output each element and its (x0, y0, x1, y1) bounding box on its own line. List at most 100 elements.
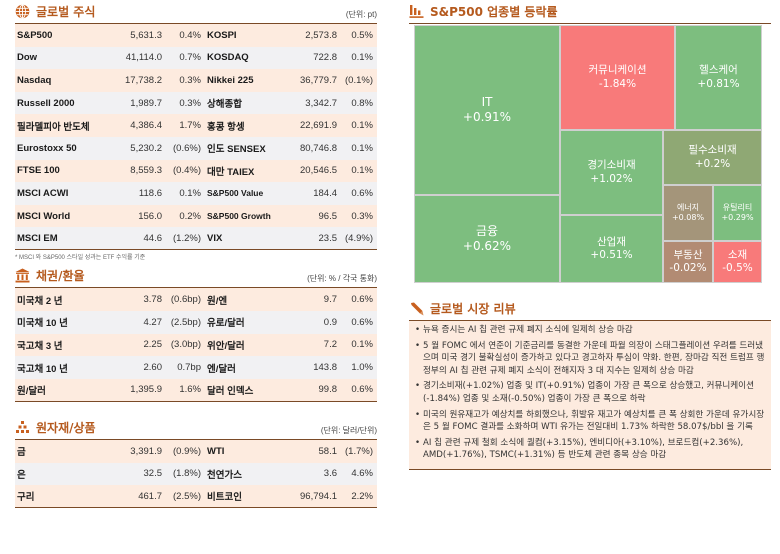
sector-name: 필수소비재 (688, 144, 737, 157)
instrument-change: 0.1% (337, 136, 377, 160)
instrument-change: 4.6% (337, 462, 377, 486)
instrument-value: 5,230.2 (110, 136, 162, 160)
table-row: 원/달러 1,395.9 1.6% 달러 인덱스 99.8 0.6% (15, 378, 377, 402)
instrument-name: 원/달러 (15, 378, 110, 402)
instrument-value: 9.7 (291, 288, 337, 312)
table-row: Dow 41,114.0 0.7% KOSDAQ 722.8 0.1% (15, 46, 377, 70)
table-row: 금 3,391.9 (0.9%) WTI 58.1 (1.7%) (15, 439, 377, 463)
bar-chart-icon (409, 4, 424, 19)
instrument-value: 184.4 (291, 182, 337, 205)
section-title: 글로벌 주식 (36, 5, 96, 19)
sector-name: 커뮤니케이션 (588, 64, 647, 77)
instrument-value: 3,391.9 (110, 439, 162, 463)
instrument-name: 원/엔 (205, 288, 291, 312)
instrument-change: 0.4% (162, 24, 205, 47)
section-title: 글로벌 시장 리뷰 (430, 302, 516, 316)
instrument-value: 4.27 (110, 311, 162, 334)
instrument-name: 국고채 3 년 (15, 333, 110, 357)
left-column: 글로벌 주식 (단위: pt) S&P500 5,631.3 0.4% KOSPI 2,… (15, 0, 377, 509)
unit-label: (단위: pt) (345, 10, 377, 19)
sector-cell: 소재 -0.5% (713, 241, 762, 283)
instrument-change: (2.5bp) (162, 311, 205, 334)
instrument-change: 0.5% (337, 24, 377, 47)
sector-cell: 헬스케어 +0.81% (675, 25, 762, 130)
sector-cell: 산업재 +0.51% (560, 215, 663, 283)
review-bullet: 경기소비재(+1.02%) 업종 및 IT(+0.91%) 업종이 가장 큰 폭… (415, 380, 765, 405)
instrument-value: 96,794.1 (291, 485, 337, 508)
instrument-value: 461.7 (110, 485, 162, 508)
bonds-fx-table: 미국채 2 년 3.78 (0.6bp) 원/엔 9.7 0.6% 미국채 10 년 4.27… (15, 288, 377, 402)
right-column: S&P500 업종별 등락률 IT +0.91% 커뮤니케이션 -1.84% 헬스케어 +… (409, 0, 771, 470)
instrument-value: 3.6 (291, 462, 337, 486)
instrument-change: 0.1% (337, 114, 377, 137)
instrument-change: (1.8%) (162, 462, 205, 486)
sector-change: +0.08% (671, 213, 705, 222)
sector-cell: 커뮤니케이션 -1.84% (560, 25, 675, 130)
sector-change: -0.02% (669, 262, 707, 274)
instrument-name: MSCI World (15, 204, 110, 228)
instrument-value: 7.2 (291, 333, 337, 357)
instrument-name: 엔/달러 (205, 356, 291, 379)
sector-name: 에너지 (676, 203, 700, 212)
instrument-change: 0.3% (162, 91, 205, 115)
instrument-change: (3.0bp) (162, 333, 205, 357)
review-bullets: 뉴욕 증시는 AI 칩 관련 규제 폐지 소식에 일제히 상승 마감 5 월 FO… (409, 321, 771, 470)
sector-change: +0.2% (694, 157, 731, 170)
table-row: 은 32.5 (1.8%) 천연가스 3.6 4.6% (15, 462, 377, 486)
globe-icon (15, 4, 30, 19)
sector-cell: 금융 +0.62% (414, 195, 560, 283)
instrument-change: (1.2%) (162, 227, 205, 250)
sector-cell: 에너지 +0.08% (663, 185, 713, 241)
instrument-change: 0.7% (162, 46, 205, 70)
instrument-name: 비트코인 (205, 485, 291, 508)
footnote: * MSCI 와 S&P500 스타일 성과는 ETF 수익률 기준 (15, 255, 146, 262)
instrument-change: 0.1% (337, 333, 377, 357)
instrument-name: S&P500 Value (205, 182, 291, 205)
sector-treemap: IT +0.91% 커뮤니케이션 -1.84% 헬스케어 +0.81% 금융 +0.62% 경기… (414, 25, 762, 283)
instrument-change: 2.2% (337, 485, 377, 508)
sector-change: -1.84% (598, 77, 637, 90)
sector-map-section: S&P500 업종별 등락률 IT +0.91% 커뮤니케이션 -1.84% 헬스케어 +… (409, 0, 771, 283)
section-header: 글로벌 주식 (단위: pt) (15, 0, 377, 24)
instrument-change: 0.1% (337, 46, 377, 70)
instrument-change: (1.7%) (337, 439, 377, 463)
sector-name: 부동산 (673, 248, 703, 261)
instrument-change: 1.0% (337, 356, 377, 379)
pencil-icon (409, 301, 424, 316)
instrument-value: 32.5 (110, 462, 162, 486)
instrument-change: 0.6% (337, 182, 377, 205)
instrument-name: MSCI EM (15, 227, 110, 250)
sector-cell: 유틸리티 +0.29% (713, 185, 762, 241)
instrument-name: Dow (15, 46, 110, 70)
sector-change: +0.51% (590, 249, 633, 261)
table-row: Eurostoxx 50 5,230.2 (0.6%) 인도 SENSEX 80,746… (15, 136, 377, 160)
instrument-value: 8,559.3 (110, 159, 162, 183)
table-row: Nasdaq 17,738.2 0.3% Nikkei 225 36,779.7 (0.1… (15, 69, 377, 92)
gold-bars-icon (15, 420, 30, 435)
instrument-change: 1.7% (162, 114, 205, 137)
instrument-value: 96.5 (291, 204, 337, 228)
instrument-name: 인도 SENSEX (205, 136, 291, 160)
table-row: FTSE 100 8,559.3 (0.4%) 대만 TAIEX 20,546.5 0.1… (15, 159, 377, 183)
sector-change: +0.91% (462, 110, 512, 124)
sector-cell: 경기소비재 +1.02% (560, 130, 663, 215)
instrument-value: 44.6 (110, 227, 162, 250)
review-bullet: 5 월 FOMC 에서 연준이 기준금리를 동결한 가운데 파월 의장이 스태그… (415, 340, 765, 378)
instrument-name: 위안/달러 (205, 333, 291, 357)
table-row: 구리 461.7 (2.5%) 비트코인 96,794.1 2.2% (15, 485, 377, 508)
instrument-name: 미국채 10 년 (15, 311, 110, 334)
instrument-name: 미국채 2 년 (15, 288, 110, 312)
bank-icon (15, 268, 30, 283)
instrument-change: 0.1% (337, 159, 377, 183)
instrument-name: Eurostoxx 50 (15, 136, 110, 160)
instrument-change: 0.3% (162, 69, 205, 92)
instrument-value: 2.25 (110, 333, 162, 357)
instrument-name: Nasdaq (15, 69, 110, 92)
bonds-fx-section: 채권/환율 (단위: % / 각국 통화) 미국채 2 년 3.78 (0.6bp)… (15, 264, 377, 402)
review-bullet: 뉴욕 증시는 AI 칩 관련 규제 폐지 소식에 일제히 상승 마감 (415, 324, 765, 337)
section-title: S&P500 업종별 등락률 (430, 5, 558, 19)
section-header: 원자재/상품 (단위: 달러/단위) (15, 416, 377, 440)
table-row: MSCI World 156.0 0.2% S&P500 Growth 96.5 0.3% (15, 204, 377, 228)
instrument-change: 0.3% (337, 204, 377, 228)
sector-name: 경기소비재 (587, 159, 636, 172)
